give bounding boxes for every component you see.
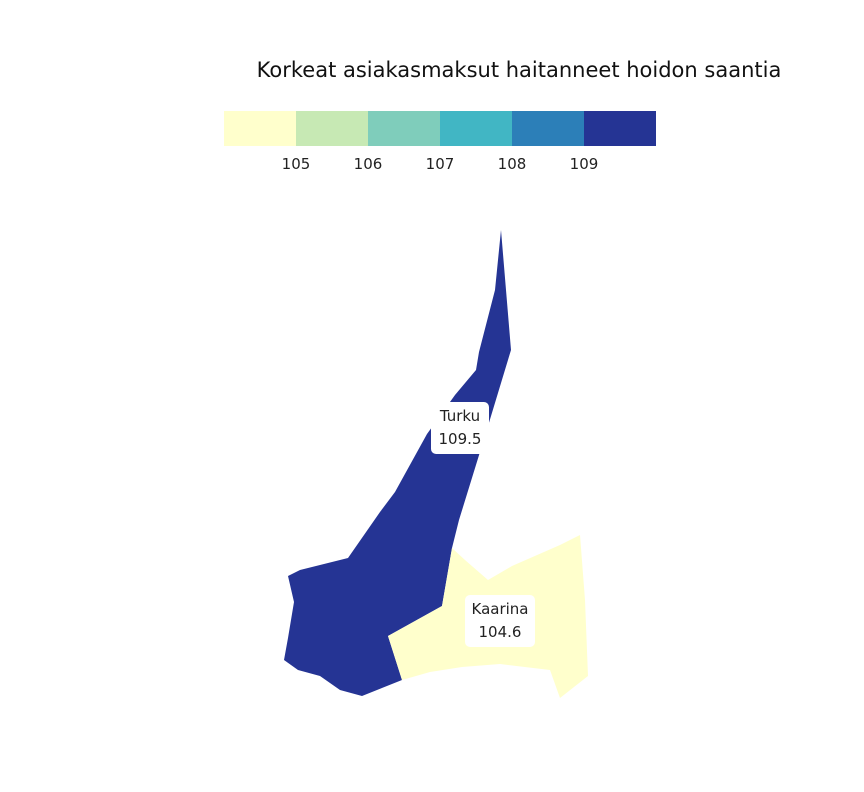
region-name-turku: Turku bbox=[439, 407, 480, 425]
region-value-turku: 109.5 bbox=[439, 430, 482, 448]
region-label-kaarina: Kaarina 104.6 bbox=[465, 595, 535, 647]
legend-tick-107: 107 bbox=[426, 155, 455, 173]
legend-tick-108: 108 bbox=[498, 155, 527, 173]
legend-tick-106: 106 bbox=[354, 155, 383, 173]
legend-tick-105: 105 bbox=[282, 155, 311, 173]
map-regions bbox=[284, 230, 588, 698]
legend-tick-109: 109 bbox=[570, 155, 599, 173]
legend-swatch-3 bbox=[368, 111, 440, 146]
legend-swatch-5 bbox=[512, 111, 584, 146]
legend-swatch-2 bbox=[296, 111, 368, 146]
legend-swatch-6 bbox=[584, 111, 656, 146]
color-legend: 105 106 107 108 109 bbox=[224, 111, 656, 173]
legend-swatch-1 bbox=[224, 111, 296, 146]
region-name-kaarina: Kaarina bbox=[472, 600, 529, 618]
chart-title: Korkeat asiakasmaksut haitanneet hoidon … bbox=[257, 58, 782, 82]
region-value-kaarina: 104.6 bbox=[479, 623, 522, 641]
region-turku[interactable] bbox=[284, 230, 511, 696]
region-label-turku: Turku 109.5 bbox=[431, 402, 489, 454]
legend-swatch-4 bbox=[440, 111, 512, 146]
